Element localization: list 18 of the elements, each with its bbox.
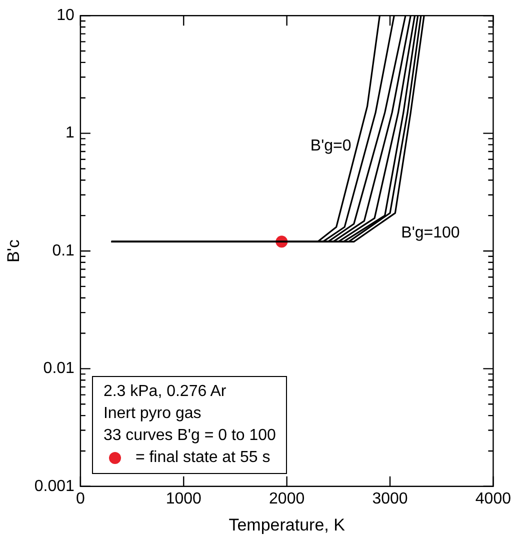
x-axis-title: Temperature, K xyxy=(228,515,346,534)
x-tick-label: 3000 xyxy=(372,490,408,508)
annotation: B'g=100 xyxy=(401,224,460,242)
x-tick-label: 1000 xyxy=(166,490,202,508)
y-tick-label: 0.1 xyxy=(52,242,75,260)
annotation: Inert pyro gas xyxy=(103,404,202,424)
annotation: B'g=0 xyxy=(310,138,352,155)
annotation: 2.3 kPa, 0.276 Ar xyxy=(103,382,228,402)
x-tick-label: 0 xyxy=(76,490,85,508)
y-tick-label: 10 xyxy=(56,7,75,24)
y-tick-label: 0.001 xyxy=(34,478,75,495)
x-tick-label: 4000 xyxy=(475,490,512,508)
legend-label: = final state at 55 s xyxy=(135,448,270,468)
x-tick-label: 2000 xyxy=(269,490,305,508)
y-axis-title: B'c xyxy=(4,238,23,263)
annotation: 33 curves B'g = 0 to 100 xyxy=(103,426,276,446)
y-tick-label: 1 xyxy=(66,124,75,142)
y-tick-label: 0.01 xyxy=(43,360,75,378)
